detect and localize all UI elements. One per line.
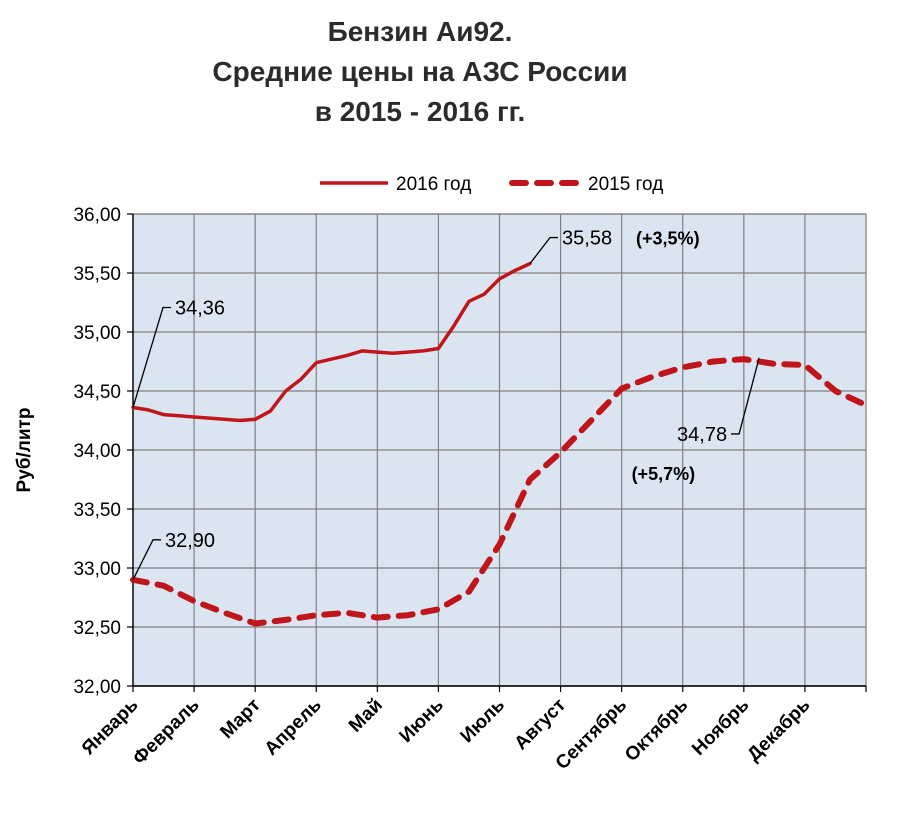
annotation-leader — [529, 236, 559, 264]
x-tick-label: Август — [511, 695, 571, 755]
y-tick-label: 35,00 — [73, 323, 121, 344]
chart-title-line-1: Бензин Аи92. — [327, 16, 513, 47]
x-tick-label: Май — [345, 695, 387, 737]
series-line-2016 — [131, 261, 532, 423]
y-tick-label: 32,00 — [73, 677, 121, 698]
annotation-leader — [132, 306, 171, 408]
x-tick-label: Июль — [457, 695, 509, 747]
series-line-2015 — [130, 356, 869, 627]
annotation-leader — [132, 539, 161, 581]
y-tick-label: 35,50 — [73, 264, 121, 285]
annotation-value: 32,90 — [165, 530, 215, 552]
chart-title-line-2: Средние цены на АЗС России — [212, 56, 628, 87]
y-tick-label: 33,00 — [73, 559, 121, 580]
legend-label-2016: 2016 год — [396, 174, 471, 195]
legend-label-2015: 2015 год — [588, 174, 663, 195]
x-tick-label: Июнь — [396, 695, 448, 747]
y-tick-label: 33,50 — [73, 500, 121, 521]
annotations: 34,36 35,58 (+3,5%) 32,90 34,78 (+5,7%) — [132, 228, 760, 581]
y-tick-label: 34,00 — [73, 441, 121, 462]
chart-title: Бензин Аи92. Средние цены на АЗС России … — [0, 12, 840, 132]
legend: 2016 год 2015 год — [320, 174, 663, 195]
chart-title-line-3: в 2015 - 2016 гг. — [314, 96, 526, 127]
annotation-change: (+5,7%) — [632, 464, 696, 484]
x-tick-label: Март — [216, 695, 264, 743]
series-lines — [130, 261, 869, 627]
y-tick-label: 36,00 — [73, 205, 121, 226]
y-tick-label: 34,50 — [73, 382, 121, 403]
y-tick-label: 32,50 — [73, 618, 121, 639]
x-tick-label: Апрель — [261, 695, 326, 760]
y-axis-label: Руб/литр — [14, 408, 35, 493]
x-tick-label: Декабрь — [743, 695, 814, 766]
x-tick-label: Февраль — [129, 695, 204, 770]
annotation-value: 35,58 — [562, 228, 612, 250]
annotation-value: 34,36 — [175, 298, 225, 320]
x-tick-label: Октябрь — [621, 695, 692, 766]
annotation-leader — [731, 357, 760, 435]
annotation-change: (+3,5%) — [636, 229, 700, 249]
annotation-value: 34,78 — [677, 424, 727, 446]
